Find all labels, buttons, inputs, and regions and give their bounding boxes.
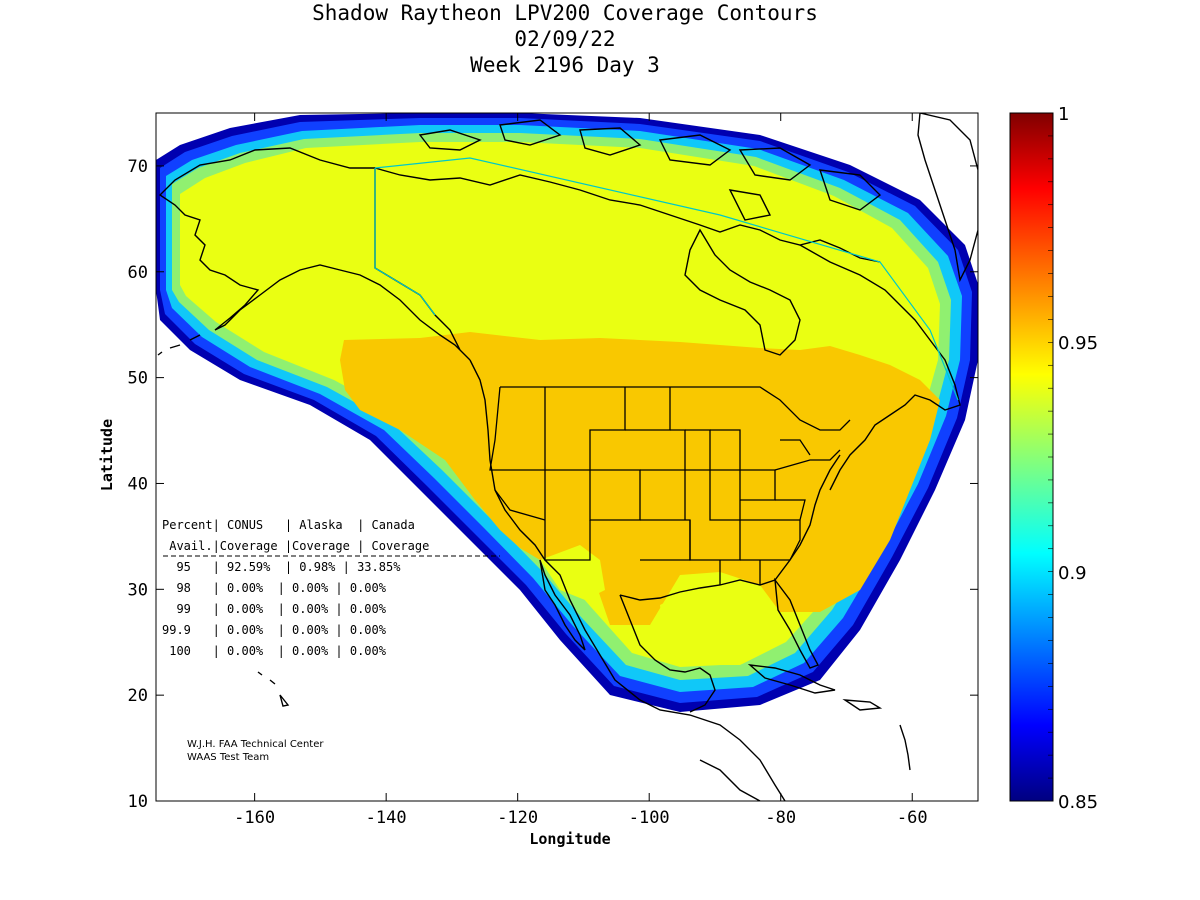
- table-header-1: Percent| CONUS | Alaska | Canada: [162, 518, 415, 532]
- x-tick-label: -60: [897, 808, 928, 828]
- credit: W.J.H. FAA Technical Center WAAS Test Te…: [187, 739, 324, 763]
- credit-line-1: W.J.H. FAA Technical Center: [187, 739, 324, 750]
- colorbar: 1 0.95 0.9 0.85: [1009, 104, 1098, 813]
- contour-yellow-southwest: [540, 545, 605, 600]
- chart-week-day: Week 2196 Day 3: [470, 53, 660, 77]
- hawaii: [257, 671, 290, 707]
- x-tick-label: -160: [234, 808, 275, 828]
- lesser-antilles: [899, 724, 911, 771]
- west-coast: [469, 359, 786, 801]
- y-tick-label: 40: [128, 474, 148, 494]
- x-tick-label: -140: [366, 808, 407, 828]
- aleutians: [157, 334, 201, 356]
- canada-arctic-coast: [374, 167, 881, 263]
- x-axis-ticks: -160 -140 -120 -100 -80 -60: [234, 113, 928, 828]
- x-axis-label: Longitude: [529, 830, 610, 848]
- y-axis-label: Latitude: [98, 419, 116, 491]
- x-tick-label: -80: [765, 808, 796, 828]
- us-state-borders: [489, 386, 851, 585]
- colorbar-label-090: 0.9: [1058, 563, 1087, 584]
- y-axis-ticks: 10 20 30 40 50 60 70: [128, 157, 978, 812]
- coverage-table: Percent| CONUS | Alaska | Canada Avail.|…: [162, 518, 500, 658]
- central-america: [699, 759, 761, 801]
- chart-date: 02/09/22: [514, 27, 616, 51]
- y-tick-label: 70: [128, 157, 148, 177]
- colorbar-label-095: 0.95: [1058, 333, 1098, 354]
- hudson-bay: [684, 228, 801, 356]
- labrador-coast: [799, 244, 961, 491]
- alaska-canada-border: [374, 157, 959, 401]
- y-tick-label: 60: [128, 263, 148, 283]
- table-row: 95 | 92.59% | 0.98% | 33.85%: [162, 560, 401, 574]
- coverage-contours: [156, 113, 978, 712]
- hispaniola: [842, 699, 883, 711]
- alaska-outline: [158, 147, 471, 361]
- arctic-islands: [418, 119, 882, 221]
- baja-california: [539, 559, 586, 651]
- gulf-coast: [619, 454, 841, 601]
- plot-frame: [155, 112, 979, 802]
- colorbar-ticks: [1048, 112, 1053, 802]
- table-row: 100 | 0.00% | 0.00% | 0.00%: [162, 644, 387, 658]
- x-tick-label: -120: [497, 808, 538, 828]
- colorbar-label-max: 1: [1058, 104, 1069, 125]
- chart-title: Shadow Raytheon LPV200 Coverage Contours: [312, 1, 818, 25]
- y-tick-label: 30: [128, 580, 148, 600]
- table-row: 99 | 0.00% | 0.00% | 0.00%: [162, 602, 387, 616]
- x-tick-label: -100: [629, 808, 670, 828]
- y-tick-label: 10: [128, 792, 148, 812]
- credit-line-2: WAAS Test Team: [187, 752, 269, 763]
- florida: [774, 577, 819, 669]
- table-row: 99.9 | 0.00% | 0.00% | 0.00%: [162, 623, 387, 637]
- table-row: 98 | 0.00% | 0.00% | 0.00%: [162, 581, 387, 595]
- greenland: [917, 113, 978, 283]
- contour-yellow-gulf: [660, 585, 770, 665]
- colorbar-label-min: 0.85: [1058, 792, 1098, 813]
- y-tick-label: 50: [128, 369, 148, 389]
- colorbar-gradient: [1009, 112, 1054, 802]
- table-header-2: Avail.|Coverage |Coverage | Coverage: [162, 539, 429, 553]
- coastlines: [157, 113, 978, 801]
- cuba: [747, 664, 836, 694]
- mexico-gulf-coast: [619, 594, 716, 713]
- y-tick-label: 20: [128, 686, 148, 706]
